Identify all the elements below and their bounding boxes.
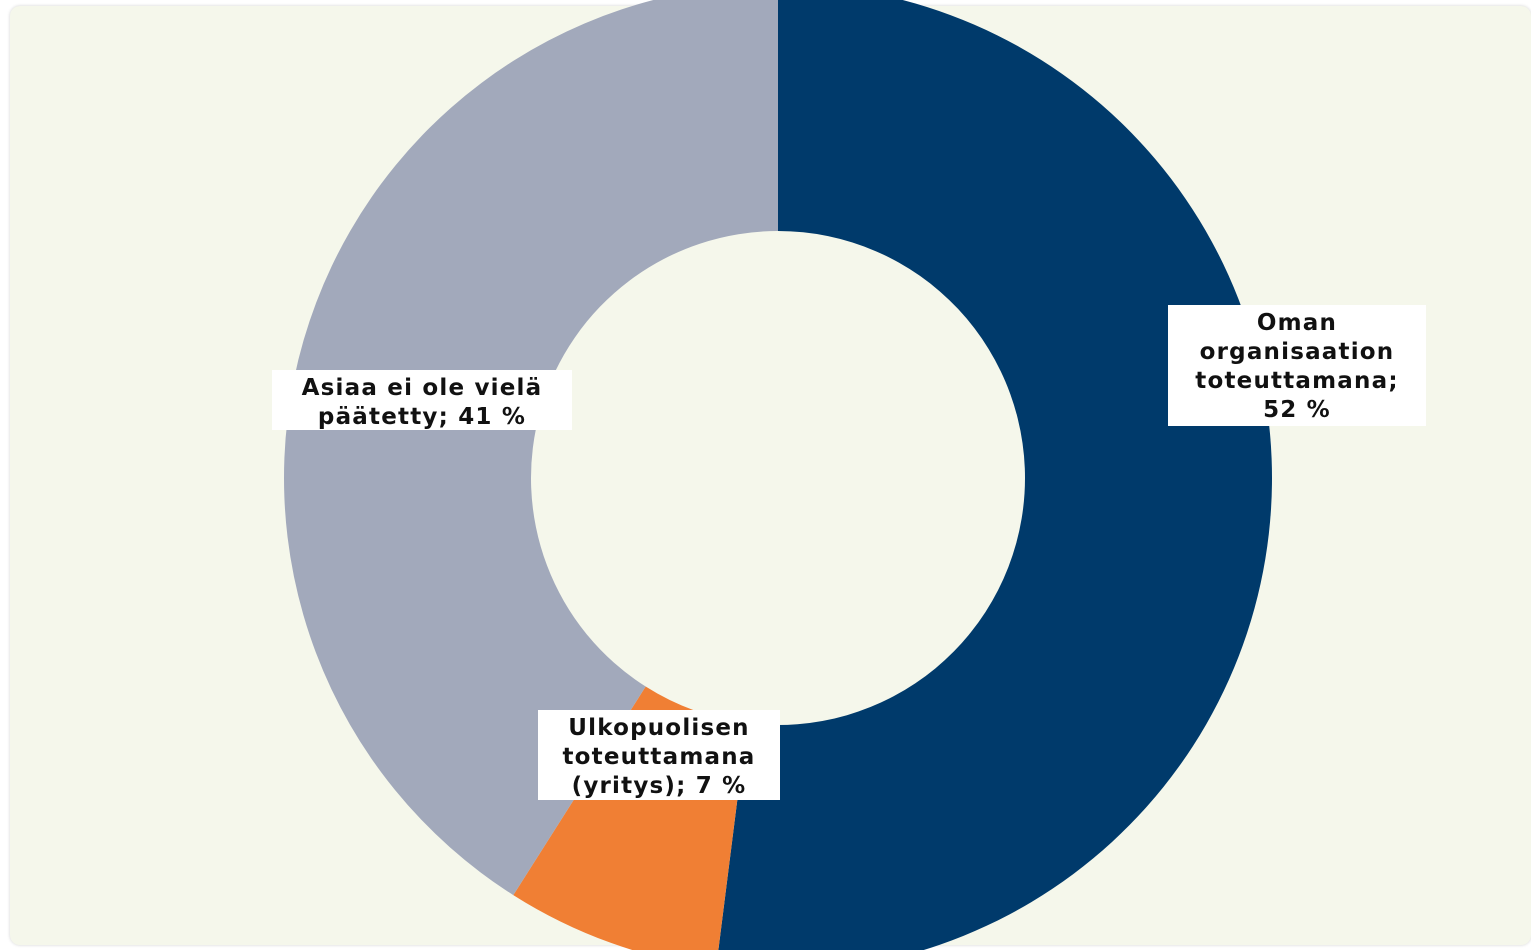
slice-label-oman-organisaation: Oman organisaation toteuttamana; 52 % [1168,305,1426,426]
slice-label-ulkopuolisen: Ulkopuolisen toteuttamana (yritys); 7 % [538,710,780,800]
slice-label-asiaa-ei-paatetty: Asiaa ei ole vielä päätetty; 41 % [272,370,572,430]
slice-oman-organisaation [718,0,1272,950]
slice-asiaa-ei-paatetty [284,0,778,896]
